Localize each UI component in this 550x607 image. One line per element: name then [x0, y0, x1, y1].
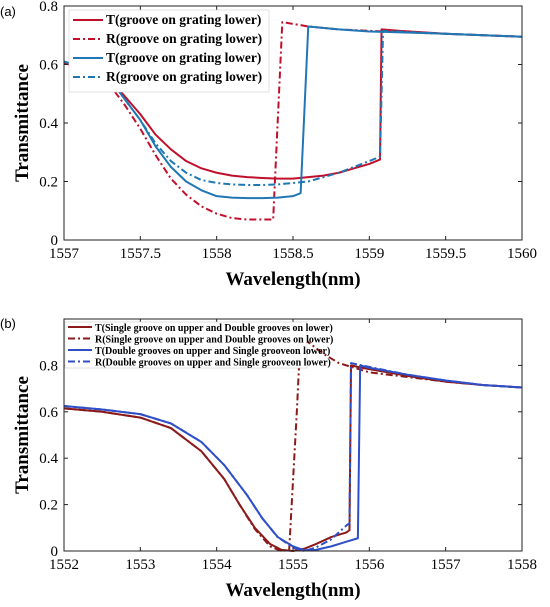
x-tick-label: 1557.5	[120, 246, 161, 262]
legend-entry: T(groove on grating lower)	[106, 50, 261, 65]
y-tick-label: 0.8	[39, 0, 58, 15]
x-tick-label: 1560	[507, 246, 537, 262]
legend-entry: T(Single groove on upper and Double groo…	[95, 323, 333, 334]
series-line-3	[63, 364, 523, 552]
y-tick-label: 0.8	[39, 358, 58, 374]
series-line-2	[63, 21, 523, 221]
panel-b-ylabel: Transmittance	[12, 376, 33, 494]
x-tick-label: 1553	[125, 557, 155, 573]
x-tick-label: 1556	[354, 557, 385, 573]
panel-a: (a) 1557 1557.5 1558 1558.5 1559 1559.5 1560 0 0…	[0, 0, 537, 290]
y-tick-label: 0.6	[39, 405, 58, 421]
x-tick-label: 1558.5	[272, 246, 313, 262]
panel-a-xlabel: Wavelength(nm)	[225, 269, 360, 290]
y-tick-label: 0.6	[39, 58, 58, 74]
panel-a-ylabel: Transmittance	[12, 64, 33, 182]
legend-entry: R(groove on grating lower)	[106, 69, 262, 84]
series-line-1	[63, 28, 523, 180]
legend-entry: T(groove on grating lower)	[106, 12, 261, 27]
series-line-2	[63, 331, 523, 552]
x-tick-label: 1555	[278, 557, 308, 573]
y-tick-label: 0.2	[39, 498, 58, 514]
panel-b-xlabel: Wavelength(nm)	[225, 580, 360, 601]
panel-b-label: (b)	[0, 316, 16, 331]
x-tick-label: 1559	[354, 246, 384, 262]
legend-entry: R(Single groove on upper and Double groo…	[95, 335, 333, 346]
legend-entry: R(Double grooves on upper and Single gro…	[95, 358, 331, 369]
legend-entry: T(Double grooves on upper and Single gro…	[95, 346, 330, 357]
panel-b: (b) 1552 1553 1554 1555 1556 1557 1558 0 0.2 0.4 0…	[0, 316, 537, 601]
panel-a-label: (a)	[0, 4, 16, 19]
legend-entry: R(groove on grating lower)	[106, 31, 262, 46]
series-line-4	[63, 362, 523, 552]
x-tick-label: 1552	[49, 557, 79, 573]
panel-a-legend: T(groove on grating lower) R(groove on gr…	[68, 9, 270, 93]
series-line-1	[63, 364, 523, 552]
panel-b-legend: T(Single groove on upper and Double groo…	[64, 321, 333, 369]
x-tick-label: 1554	[202, 557, 233, 573]
x-tick-label: 1557	[49, 246, 80, 262]
y-tick-label: 0	[51, 544, 59, 560]
y-tick-label: 0.4	[39, 116, 58, 132]
x-tick-label: 1558	[507, 557, 537, 573]
y-tick-label: 0.2	[39, 175, 58, 191]
x-tick-label: 1558	[202, 246, 232, 262]
x-tick-label: 1559.5	[425, 246, 466, 262]
y-tick-label: 0.4	[39, 451, 58, 467]
x-tick-label: 1557	[431, 557, 462, 573]
series-line-4	[63, 29, 523, 187]
y-tick-label: 0	[51, 233, 59, 249]
